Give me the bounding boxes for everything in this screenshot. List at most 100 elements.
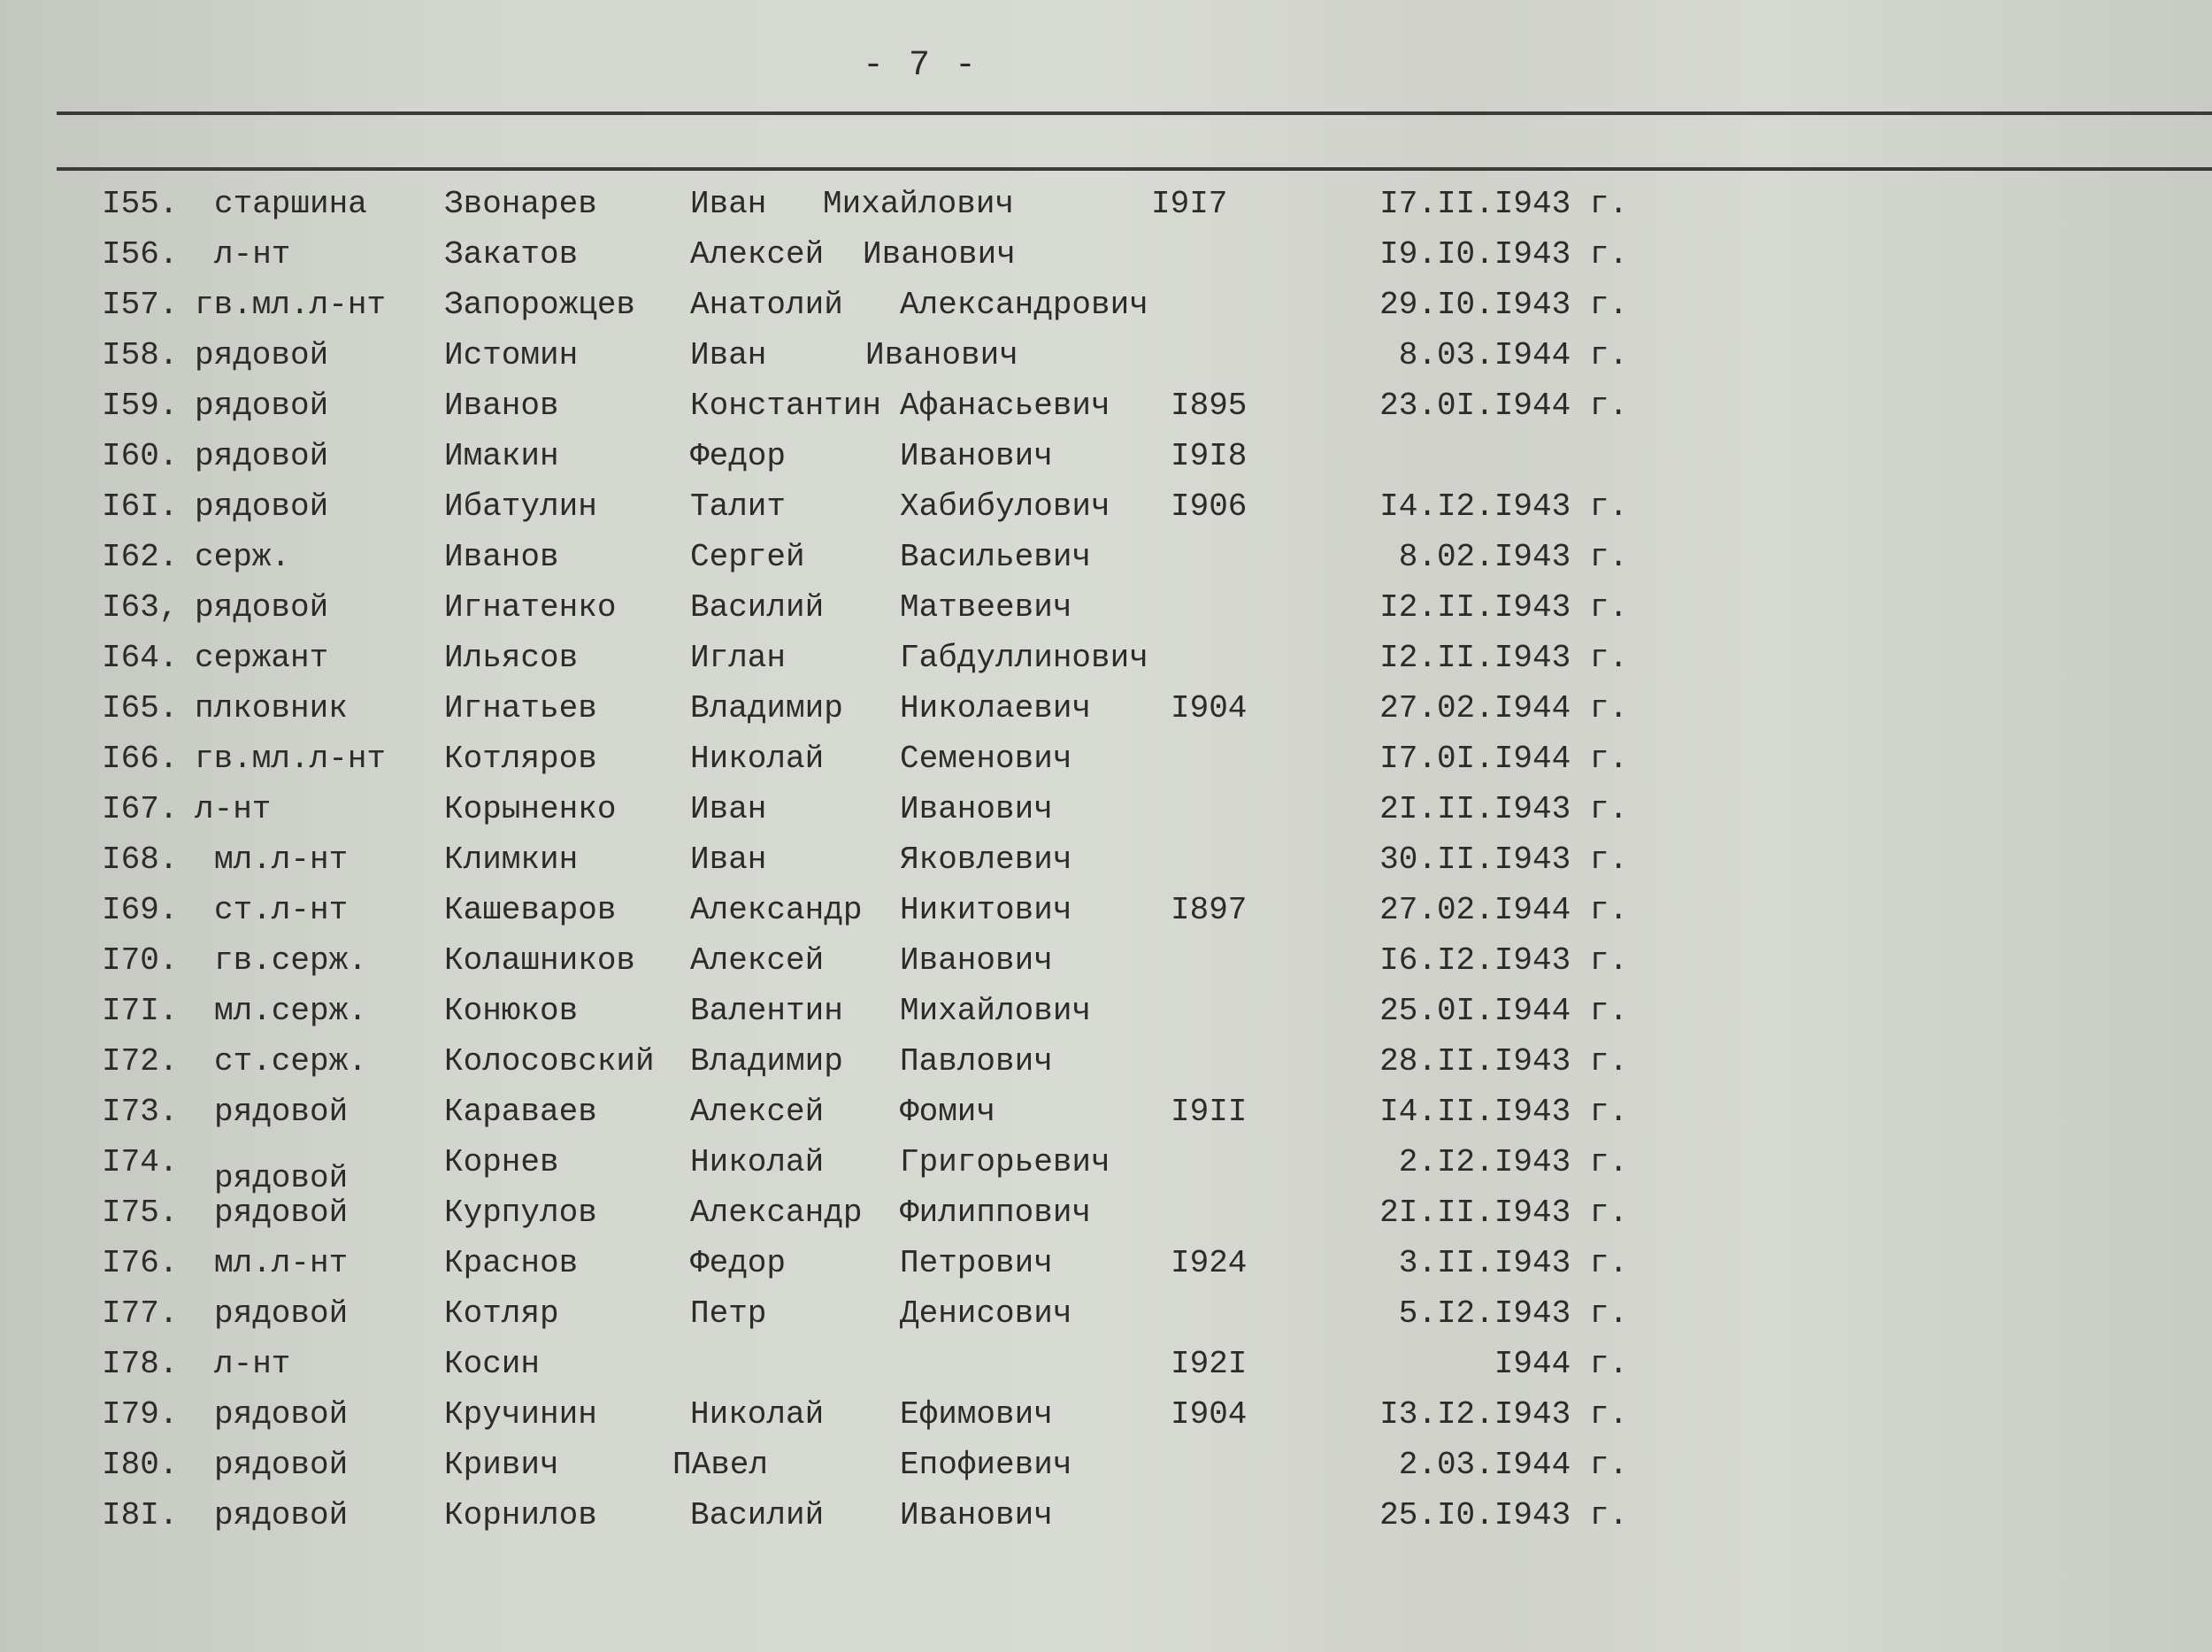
first-name: Николай [690,741,825,777]
patronymic: Филиппович [900,1195,1092,1231]
death-date: I3.I2.I943 г. [1379,1396,1628,1433]
list-row: I70. гв.серж. Колашников Алексей Иванович I6.… [0,942,2212,993]
rank: рядовой [214,1497,349,1533]
surname: Конюков [444,993,579,1029]
surname: Корыненко [444,791,617,827]
list-row: I65. плковник Игнатьев Владимир Николаевич I9… [0,690,2212,741]
patronymic: Афанасьевич [900,388,1110,424]
list-row: I74. рядовой Корнев Николай Григорьевич 2.I2.… [0,1144,2212,1196]
death-date: 27.02.I944 г. [1379,690,1628,726]
first-name: Алексей [690,236,825,273]
surname: Курпулов [444,1195,597,1231]
entry-number: I76. [102,1245,179,1281]
list-row: I62. серж. Иванов Сергей Васильевич 8.02.I943… [0,539,2212,589]
death-date: 27.02.I944 г. [1379,892,1628,928]
first-name: Иван [690,791,767,827]
list-row: I75. рядовой Курпулов Александр Филиппович 2I… [0,1195,2212,1245]
death-date: I4.II.I943 г. [1379,1094,1628,1130]
first-name: Владимир [690,1043,843,1080]
death-date: I7.II.I943 г. [1379,186,1628,222]
rank: рядовой [195,438,329,474]
death-date: 25.0I.I944 г. [1379,993,1628,1029]
surname: Караваев [444,1094,597,1130]
first-name: Александр [690,892,863,928]
rank: старшина [214,186,367,222]
rank: серж. [195,539,291,575]
rank: мл.л-нт [214,841,349,878]
rank: рядовой [214,1447,349,1483]
entry-number: I56. [102,236,179,273]
birth-year: I924 [1171,1245,1248,1281]
first-name: Сергей [690,539,805,575]
entry-number: I7I. [102,993,179,1029]
death-date: 5.I2.I943 г. [1398,1295,1628,1332]
patronymic: Иванович [900,1497,1053,1533]
entry-number: I57. [102,287,179,323]
surname: Климкин [444,841,579,878]
patronymic: Павлович [900,1043,1053,1080]
list-row: I63, рядовой Игнатенко Василий Матвеевич I2.I… [0,589,2212,640]
first-name: Николай [690,1396,825,1433]
list-row: I60. рядовой Имакин Федор Иванович I9I8 [0,438,2212,488]
surname: Корнев [444,1144,559,1180]
surname: Краснов [444,1245,579,1281]
list-row: I59. рядовой Иванов Константин Афанасьевич I8… [0,388,2212,438]
entry-number: I73. [102,1094,179,1130]
surname: Иванов [444,388,559,424]
surname: Истомин [444,337,579,373]
first-name: ПАвел [672,1447,769,1483]
patronymic: Никитович [900,892,1072,928]
list-row: I66. гв.мл.л-нт Котляров Николай Семенович I7… [0,741,2212,791]
entry-number: I80. [102,1447,179,1483]
surname: Кривич [444,1447,559,1483]
surname: Котляров [444,741,597,777]
surname: Колашников [444,942,636,979]
birth-year: I9I8 [1171,438,1248,474]
first-name: Владимир [690,690,843,726]
patronymic: Михайлович [900,993,1092,1029]
first-name: Иван [690,186,767,222]
surname: Котляр [444,1295,559,1332]
patronymic: Петрович [900,1245,1053,1281]
death-date: I6.I2.I943 г. [1379,942,1628,979]
first-name: Константин [690,388,882,424]
list-row: I78. л-нт Косин I92I I944 г. [0,1346,2212,1396]
list-row: I6I. рядовой Ибатулин Талит Хабибулович I906 I… [0,488,2212,539]
first-name: Василий [690,1497,825,1533]
death-date: I9.I0.I943 г. [1379,236,1628,273]
first-name: Алексей [690,1094,825,1130]
patronymic: Матвеевич [900,589,1072,626]
list-row: I57. гв.мл.л-нт Запорожцев Анатолий Александ… [0,287,2212,337]
patronymic: Фомич [900,1094,996,1130]
entry-number: I66. [102,741,179,777]
list-row: I72. ст.серж. Колосовский Владимир Павлович 2… [0,1043,2212,1094]
birth-year: I904 [1171,1396,1248,1433]
patronymic: Иванович [865,337,1018,373]
rank: рядовой [195,388,329,424]
first-name: Василий [690,589,825,626]
death-date: 30.II.I943 г. [1379,841,1628,878]
death-date: 25.I0.I943 г. [1379,1497,1628,1533]
surname: Косин [444,1346,541,1382]
first-name: Анатолий [690,287,843,323]
birth-year: I897 [1171,892,1248,928]
page-number: - 7 - [863,46,979,86]
surname: Игнатьев [444,690,597,726]
death-date: 28.II.I943 г. [1379,1043,1628,1080]
birth-year: I895 [1171,388,1248,424]
birth-year: I92I [1171,1346,1248,1382]
rank: ст.серж. [214,1043,367,1080]
death-date: 2.I2.I943 г. [1398,1144,1628,1180]
entry-number: I78. [102,1346,179,1382]
list-row: I80. рядовой Кривич ПАвел Епофиевич 2.03.I944… [0,1447,2212,1497]
rank: рядовой [214,1295,349,1332]
birth-year: I9II [1171,1094,1248,1130]
entry-number: I79. [102,1396,179,1433]
rank: гв.серж. [214,942,367,979]
rank: л-нт [214,236,291,273]
death-date: 8.03.I944 г. [1398,337,1628,373]
rank: рядовой [214,1160,349,1196]
patronymic: Яковлевич [900,841,1072,878]
surname: Запорожцев [444,287,636,323]
first-name: Иван [690,337,767,373]
